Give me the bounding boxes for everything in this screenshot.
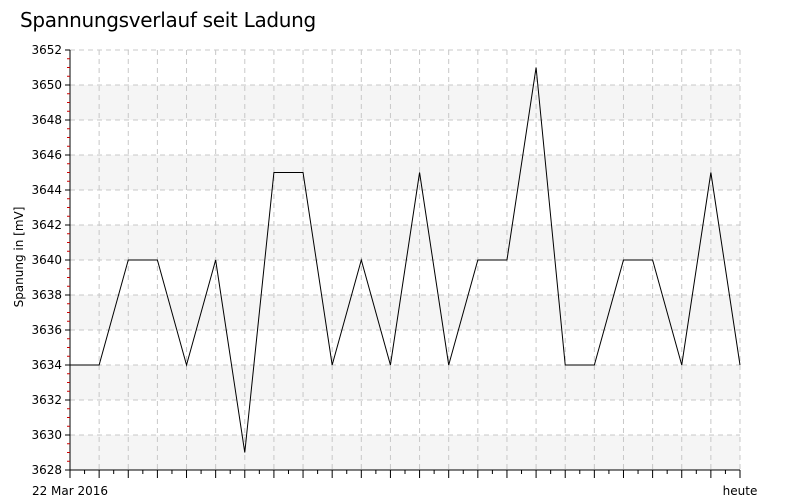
- y-tick-label: 3636: [31, 323, 62, 337]
- background-band: [70, 365, 740, 400]
- y-tick-label: 3628: [31, 463, 62, 477]
- x-tick-label-end: heute: [723, 484, 758, 498]
- y-tick-label: 3652: [31, 43, 62, 57]
- y-tick-label: 3650: [31, 78, 62, 92]
- y-tick-label: 3630: [31, 428, 62, 442]
- y-axis-label: Spanung in [mV]: [12, 207, 26, 308]
- background-band: [70, 295, 740, 330]
- y-tick-label: 3632: [31, 393, 62, 407]
- background-band: [70, 225, 740, 260]
- x-tick-label-start: 22 Mar 2016: [32, 484, 108, 498]
- background-bands: [70, 85, 740, 470]
- x-ticks: 22 Mar 2016 heute: [32, 470, 757, 498]
- y-tick-label: 3648: [31, 113, 62, 127]
- y-tick-label: 3638: [31, 288, 62, 302]
- y-tick-label: 3646: [31, 148, 62, 162]
- series-line: [70, 67, 741, 453]
- series-layer: [70, 67, 741, 453]
- y-tick-label: 3644: [31, 183, 62, 197]
- background-band: [70, 85, 740, 120]
- y-ticks: 3628 3630 3632 3634 3636 3638 3640 3642 3644 3646…: [31, 43, 70, 477]
- background-band: [70, 155, 740, 190]
- background-band: [70, 435, 740, 470]
- chart-title: Spannungsverlauf seit Ladung: [20, 8, 316, 32]
- y-tick-label: 3640: [31, 253, 62, 267]
- y-tick-label: 3634: [31, 358, 62, 372]
- y-tick-label: 3642: [31, 218, 62, 232]
